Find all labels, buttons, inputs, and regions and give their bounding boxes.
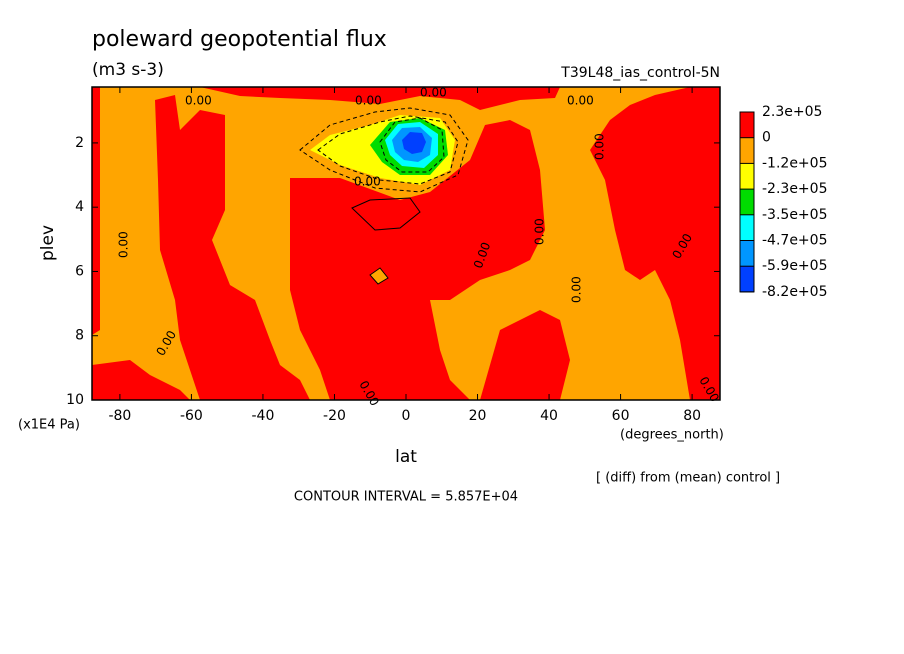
run-label: T39L48_ias_control-5N bbox=[560, 65, 720, 81]
note: [ (diff) from (mean) control ] bbox=[596, 471, 780, 486]
fill-region bbox=[402, 132, 426, 154]
x-tick-label: 80 bbox=[683, 408, 701, 424]
legend-swatch bbox=[740, 266, 754, 292]
y-tick-label: 4 bbox=[75, 199, 84, 215]
contour-label: 0.00 bbox=[355, 94, 382, 108]
legend-label: -3.5e+05 bbox=[762, 207, 827, 223]
contour-line bbox=[369, 267, 389, 285]
contour-interval: CONTOUR INTERVAL = 5.857E+04 bbox=[294, 490, 518, 505]
contour-label: 0.00 bbox=[593, 133, 607, 160]
contour-label: 0.00 bbox=[354, 175, 381, 189]
contour-label: 0.00 bbox=[117, 231, 131, 258]
x-axis-label: lat bbox=[395, 447, 417, 467]
fill-region bbox=[590, 87, 720, 400]
fill-region bbox=[92, 87, 190, 400]
x-tick-label: 40 bbox=[540, 408, 558, 424]
legend-label: -5.9e+05 bbox=[762, 258, 827, 274]
contour-label: 0.00 bbox=[185, 94, 212, 108]
contour-label: 0.00 bbox=[570, 276, 584, 303]
y-axis-label: plev bbox=[38, 225, 58, 261]
x-tick-label: -60 bbox=[180, 408, 203, 424]
y-unit: (x1E4 Pa) bbox=[18, 418, 80, 433]
contour-line bbox=[351, 197, 421, 231]
legend-label: 0 bbox=[762, 130, 771, 146]
contour-label: 0.00 bbox=[533, 218, 547, 245]
legend-swatch bbox=[740, 240, 754, 267]
legend-swatch bbox=[740, 189, 754, 215]
legend-label: -4.7e+05 bbox=[762, 233, 827, 249]
x-tick-label: -20 bbox=[323, 408, 346, 424]
contour-lines bbox=[299, 107, 469, 193]
contour-label: 0.00 bbox=[420, 86, 447, 100]
contour-field: 0.00 0.00 0.00 0.00 0.00 0.00 0.00 0.00 … bbox=[92, 86, 722, 408]
legend-swatch bbox=[740, 163, 754, 190]
y-tick-label: 10 bbox=[66, 392, 84, 408]
x-tick-label: 0 bbox=[402, 408, 411, 424]
fill-region bbox=[480, 310, 570, 400]
y-tick-label: 6 bbox=[75, 263, 84, 279]
y-tick-label: 8 bbox=[75, 328, 84, 344]
x-tick-label: 20 bbox=[469, 408, 487, 424]
y-tick-label: 2 bbox=[75, 135, 84, 151]
fill-region bbox=[200, 87, 560, 110]
legend-label: -8.2e+05 bbox=[762, 284, 827, 300]
x-unit: (degrees_north) bbox=[620, 428, 724, 443]
chart-title: poleward geopotential flux bbox=[92, 27, 387, 52]
x-tick-label: 60 bbox=[612, 408, 630, 424]
legend-swatch bbox=[740, 112, 754, 138]
chart-subtitle: (m3 s-3) bbox=[92, 60, 164, 80]
legend-label: -1.2e+05 bbox=[762, 155, 827, 171]
x-tick-label: -40 bbox=[252, 408, 275, 424]
fill-region bbox=[155, 95, 310, 400]
legend-swatch bbox=[740, 214, 754, 241]
legend-label: 2.3e+05 bbox=[762, 104, 822, 120]
legend-label: -2.3e+05 bbox=[762, 181, 827, 197]
contour-label: 0.00 bbox=[567, 94, 594, 108]
x-tick-label: -80 bbox=[108, 408, 131, 424]
fill-region bbox=[290, 120, 545, 400]
legend-swatch bbox=[740, 137, 754, 164]
